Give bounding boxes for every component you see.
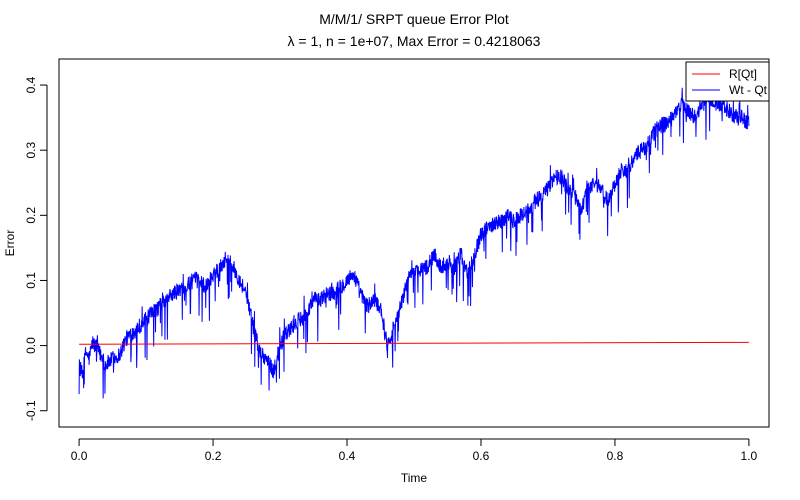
x-axis-label: Time	[401, 471, 428, 485]
legend-box	[685, 61, 770, 102]
x-tick-label: 0.6	[473, 449, 490, 463]
x-tick-label: 0.2	[205, 449, 222, 463]
legend-label-wt-qt: Wt - Qt	[729, 83, 768, 97]
y-axis: -0.1 0.0 0.1 0.2 0.3 0.4	[24, 76, 48, 421]
chart-subtitle-rest: = 1, n = 1e+07, Max Error = 0.4218063	[295, 33, 541, 49]
legend-label-rqt: R[Qt]	[729, 67, 757, 81]
chart-title: M/M/1/ SRPT queue Error Plot	[319, 11, 509, 27]
series-rqt-line	[79, 341, 749, 345]
series-wt-qt-line	[78, 85, 750, 399]
legend: R[Qt] Wt - Qt	[685, 61, 770, 102]
y-tick-label: -0.1	[24, 400, 38, 421]
lambda-symbol: λ	[288, 33, 295, 49]
y-tick-label: 0.3	[24, 142, 38, 159]
y-tick-label: 0.4	[24, 76, 38, 93]
y-axis-label: Error	[3, 230, 17, 257]
plot-area	[58, 58, 770, 428]
x-tick-label: 0.4	[339, 449, 356, 463]
y-tick-label: 0.1	[24, 272, 38, 289]
x-tick-label: 1.0	[741, 449, 758, 463]
x-tick-label: 0.0	[71, 449, 88, 463]
x-tick-label: 0.8	[607, 449, 624, 463]
y-tick-label: 0.2	[24, 207, 38, 224]
x-axis: 0.0 0.2 0.4 0.6 0.8 1.0	[71, 438, 758, 463]
series-layer	[78, 85, 750, 399]
chart-subtitle: λ = 1, n = 1e+07, Max Error = 0.4218063	[288, 33, 541, 49]
y-tick-label: 0.0	[24, 337, 38, 354]
